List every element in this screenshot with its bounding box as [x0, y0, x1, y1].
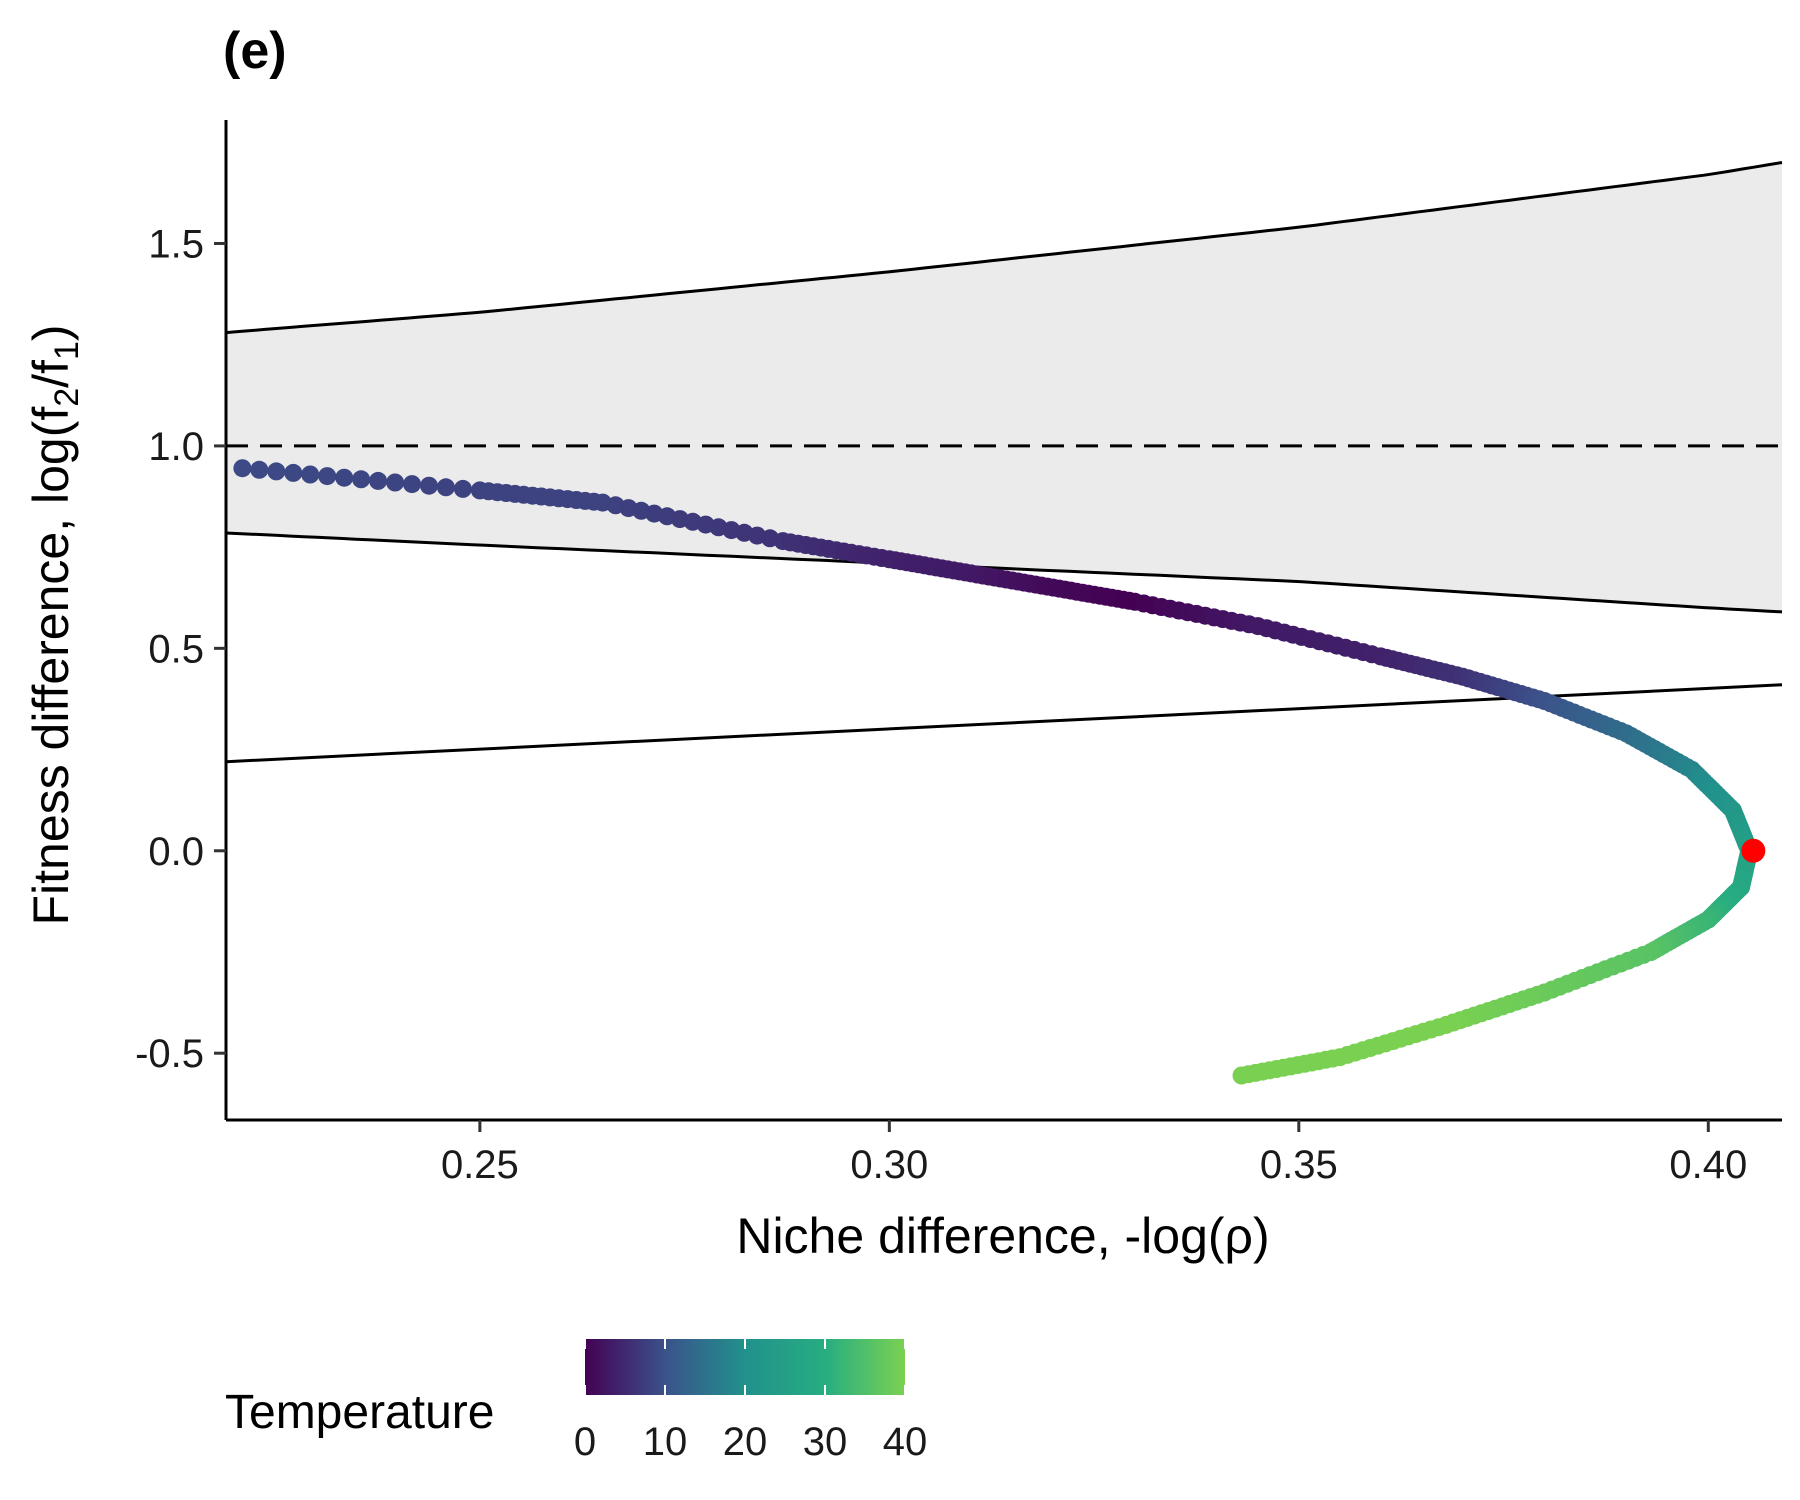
x-tick-label: 0.30 — [850, 1143, 928, 1187]
trajectory-point — [386, 473, 405, 492]
trajectory-point — [352, 470, 371, 489]
legend-title: Temperature — [225, 1386, 494, 1439]
trajectory-point — [335, 468, 354, 487]
axes: 0.25 0.30 0.35 0.40 -0.5 0.0 0.5 1.0 1.5 — [135, 120, 1782, 1187]
trajectory-point — [453, 479, 472, 498]
trajectory-point — [301, 465, 320, 484]
trajectory-point — [250, 460, 269, 479]
y-tick-label: 1.5 — [148, 222, 204, 266]
y-title-sub1: 2 — [48, 388, 86, 407]
trajectory-point — [403, 475, 421, 494]
legend-ticks: 0 10 20 30 40 — [574, 1339, 927, 1464]
y-title-mid: /f — [23, 360, 79, 388]
y-tick-label: -0.5 — [135, 1032, 204, 1076]
legend-tick-label: 0 — [574, 1420, 596, 1464]
y-title-suffix: ) — [23, 324, 79, 341]
upper-boundary-line — [225, 161, 1783, 335]
trajectory-point — [284, 463, 303, 482]
highlight-point — [1741, 838, 1766, 863]
x-tick-label: 0.35 — [1260, 1143, 1338, 1187]
panel-title: (e) — [223, 22, 287, 80]
trajectory-point — [233, 459, 252, 478]
highlight-layer — [1741, 838, 1766, 863]
trajectory-point — [1232, 1066, 1251, 1085]
x-axis-title: Niche difference, -log(ρ) — [736, 1208, 1269, 1264]
legend-tick-label: 30 — [803, 1420, 848, 1464]
y-tick-label: 1.0 — [148, 425, 204, 469]
y-axis-title: Fitness difference, log(f2/f1) — [23, 324, 86, 925]
y-tick-label: 0.5 — [148, 627, 204, 671]
x-tick-label: 0.25 — [441, 1143, 519, 1187]
legend-tick-label: 20 — [723, 1420, 768, 1464]
trajectory-points — [233, 459, 1759, 1085]
legend-tick-label: 40 — [883, 1420, 928, 1464]
x-tick-label: 0.40 — [1669, 1143, 1747, 1187]
trajectory-point — [369, 471, 388, 490]
trajectory-point — [267, 462, 286, 481]
trajectory-point — [436, 478, 455, 497]
y-title-sub2: 1 — [48, 341, 86, 360]
trajectory-point — [420, 476, 438, 495]
legend-tick-label: 10 — [643, 1420, 688, 1464]
trajectory-point — [318, 467, 337, 486]
legend: Temperature 0 10 20 30 40 — [225, 1339, 927, 1464]
y-tick-label: 0.0 — [148, 830, 204, 874]
y-title-prefix: Fitness difference, log(f — [23, 407, 79, 926]
lower-boundary-line — [225, 531, 1783, 614]
